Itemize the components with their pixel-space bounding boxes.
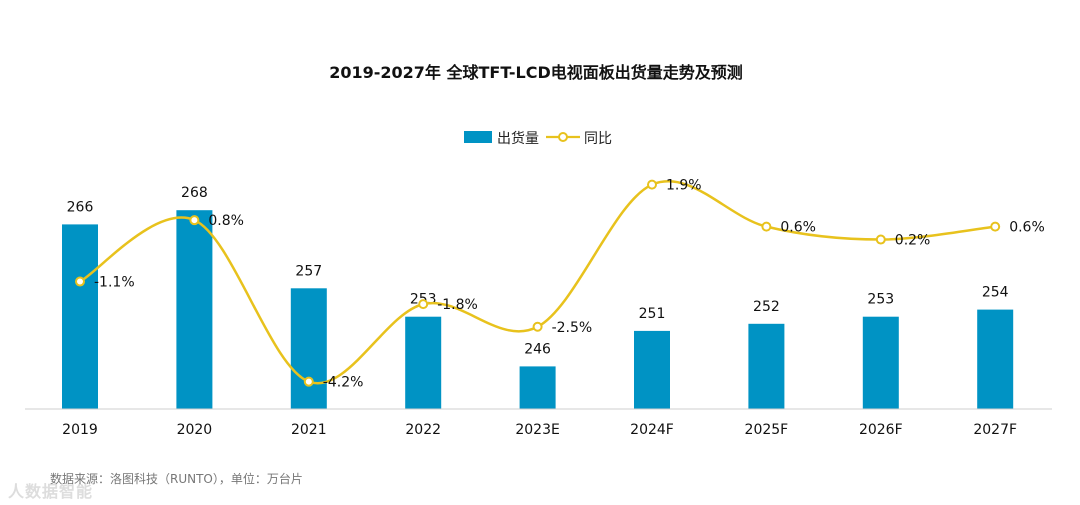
x-tick-2019: 2019 xyxy=(62,422,98,438)
marker-2027F xyxy=(990,221,1001,232)
bar-label-2019: 266 xyxy=(67,199,94,215)
bar-label-2020: 268 xyxy=(181,185,208,201)
marker-2020 xyxy=(189,215,200,226)
line-value-labels: -1.1% 0.8% -4.2% -1.8% -2.5% 1.9% 0.6% 0.2% 0.6% xyxy=(94,178,1045,391)
bar-value-labels: 266268257253246251252253254 xyxy=(67,185,1009,357)
marker-2024F xyxy=(647,179,657,190)
bar-2021 xyxy=(290,288,327,409)
yoy-label-2021: -4.2% xyxy=(323,375,364,391)
bar-2022 xyxy=(405,316,442,409)
yoy-label-2025F: 0.6% xyxy=(780,220,816,236)
bar-2019 xyxy=(62,224,98,409)
bar-label-2027F: 254 xyxy=(982,285,1009,301)
chart-title: 2019-2027年 全球TFT-LCD电视面板出货量走势及预测 xyxy=(329,63,743,82)
bar-2020 xyxy=(176,210,213,409)
yoy-label-2020: 0.8% xyxy=(208,213,244,229)
x-tick-2020: 2020 xyxy=(177,422,213,438)
legend: 出货量 同比 xyxy=(464,130,612,147)
marker-2019 xyxy=(75,276,85,287)
x-tick-2026F: 2026F xyxy=(859,422,903,438)
bar-2026F xyxy=(862,316,899,409)
yoy-label-2027F: 0.6% xyxy=(1009,220,1045,236)
marker-2022 xyxy=(418,299,429,310)
bar-2023E xyxy=(519,366,556,409)
legend-label-line: 同比 xyxy=(584,131,612,147)
x-tick-2023E: 2023E xyxy=(515,422,559,438)
bar-2027F xyxy=(977,309,1014,409)
yoy-label-2023E: -2.5% xyxy=(552,320,593,336)
x-tick-2027F: 2027F xyxy=(973,422,1017,438)
watermark: 人数据智能 xyxy=(8,482,94,501)
x-tick-2022: 2022 xyxy=(405,422,441,438)
x-tick-2025F: 2025F xyxy=(745,422,789,438)
line-markers xyxy=(75,179,1001,387)
bar-series xyxy=(62,210,1014,409)
bar-label-2021: 257 xyxy=(295,263,322,279)
legend-swatch-bar xyxy=(464,131,492,143)
marker-2025F xyxy=(761,221,772,232)
marker-2021 xyxy=(303,376,314,387)
bar-label-2026F: 253 xyxy=(867,292,894,308)
yoy-label-2019: -1.1% xyxy=(94,275,135,291)
yoy-line xyxy=(79,180,996,385)
x-tick-2021: 2021 xyxy=(291,422,327,438)
yoy-label-2026F: 0.2% xyxy=(895,233,931,249)
bar-2024F xyxy=(634,330,670,409)
source-note: 数据来源：洛图科技（RUNTO），单位：万台片 xyxy=(50,472,303,486)
bar-label-2025F: 252 xyxy=(753,299,780,315)
legend-label-bar: 出货量 xyxy=(497,130,539,147)
bar-label-2023E: 246 xyxy=(524,341,551,357)
yoy-label-2022: -1.8% xyxy=(437,297,478,313)
x-tick-2024F: 2024F xyxy=(630,422,674,438)
yoy-label-2024F: 1.9% xyxy=(666,178,702,194)
x-tick-labels: 2019 2020 2021 2022 2023E 2024F 2025F 2026F 2027… xyxy=(62,422,1017,438)
legend-swatch-marker xyxy=(558,132,568,142)
marker-2026F xyxy=(875,234,886,245)
marker-2023E xyxy=(532,321,543,332)
bar-2025F xyxy=(748,323,785,409)
bar-label-2024F: 251 xyxy=(639,306,666,322)
